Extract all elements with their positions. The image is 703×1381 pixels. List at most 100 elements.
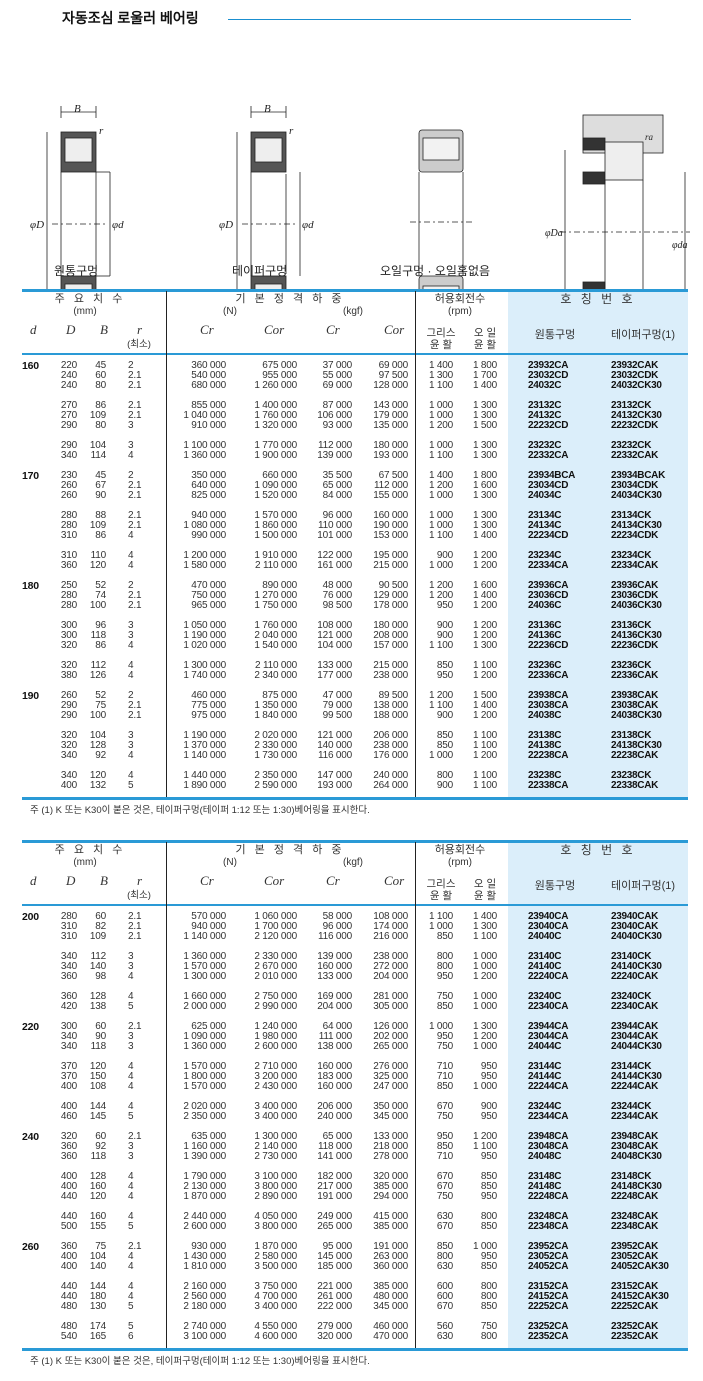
chamfer: 6 <box>128 1331 134 1342</box>
header-cr-n: Cr <box>200 322 214 337</box>
outer-diameter: 340 <box>60 1041 77 1052</box>
width: 126 <box>89 670 106 681</box>
designation-cylindrical: 23948CA <box>528 1131 569 1142</box>
header-dimensions-unit: (mm) <box>73 857 97 868</box>
width: 104 <box>89 1251 106 1262</box>
cor-n: 1 760 000 <box>254 620 297 631</box>
width: 144 <box>89 1281 106 1292</box>
cor-kgf: 238 000 <box>373 951 408 962</box>
speed-oil: 1 200 <box>472 1031 497 1042</box>
cor-kgf: 240 000 <box>373 770 408 781</box>
speed-oil: 950 <box>480 1251 497 1262</box>
cor-n: 2 340 000 <box>254 670 297 681</box>
cor-n: 2 040 000 <box>254 630 297 641</box>
designation-cylindrical: 22248CA <box>528 1191 569 1202</box>
header-cor-kgf: Cor <box>384 873 405 888</box>
speed-grease: 850 <box>436 931 453 942</box>
designation-tapered: 23132CK <box>611 400 652 411</box>
cor-n: 2 110 000 <box>255 660 297 671</box>
header-d: d <box>30 873 37 888</box>
chamfer: 4 <box>128 750 134 761</box>
speed-oil: 1 300 <box>472 510 497 521</box>
outer-diameter: 320 <box>60 640 77 651</box>
designation-cylindrical: 23144C <box>528 1061 562 1072</box>
cr-n: 1 360 000 <box>183 951 226 962</box>
cor-kgf: 180 000 <box>373 440 408 451</box>
oil-hole-figure <box>410 129 472 290</box>
cor-n: 3 200 000 <box>254 1071 297 1082</box>
cr-n: 965 000 <box>191 600 226 611</box>
speed-oil: 1 400 <box>472 380 497 391</box>
cr-kgf: 139 000 <box>317 951 352 962</box>
bore-diameter-d: 260 <box>22 1241 39 1253</box>
cr-n: 1 020 000 <box>183 640 226 651</box>
chamfer: 2.1 <box>128 380 142 391</box>
speed-oil: 1 300 <box>472 440 497 451</box>
width: 118 <box>90 1041 107 1052</box>
cr-n: 2 180 000 <box>183 1301 226 1312</box>
width: 109 <box>89 520 106 531</box>
chamfer: 4 <box>128 1181 134 1192</box>
cor-kgf: 238 000 <box>373 740 408 751</box>
outer-diameter: 240 <box>60 370 77 381</box>
speed-grease: 800 <box>436 770 453 781</box>
cr-n: 1 090 000 <box>183 1031 226 1042</box>
designation-cylindrical: 23140C <box>528 951 562 962</box>
header-designation: 호 칭 번 호 <box>560 843 636 857</box>
cr-n: 1 360 000 <box>183 1041 226 1052</box>
header-speed-unit: (rpm) <box>448 857 472 868</box>
width: 108 <box>89 1081 106 1092</box>
outer-diameter: 240 <box>60 380 77 391</box>
header-cr-n: Cr <box>200 873 214 888</box>
speed-oil: 800 <box>480 1331 497 1342</box>
outer-diameter: 480 <box>60 1321 77 1332</box>
cor-kgf: 135 000 <box>373 420 408 431</box>
designation-tapered: 23948CAK <box>611 1131 659 1142</box>
cor-n: 1 090 000 <box>254 480 297 491</box>
speed-oil: 1 000 <box>472 1241 497 1252</box>
designation-cylindrical: 23936CA <box>528 580 569 591</box>
designation-tapered: 23036CDK <box>611 590 659 601</box>
header-B: B <box>100 873 108 888</box>
speed-grease: 670 <box>436 1181 453 1192</box>
chamfer: 2.1 <box>128 590 142 601</box>
chamfer: 2.1 <box>128 520 142 531</box>
cr-n: 825 000 <box>191 490 226 501</box>
header-load-ratings: 기 본 정 격 하 중 <box>235 844 345 856</box>
cr-n: 1 870 000 <box>183 1191 226 1202</box>
cor-n: 675 000 <box>262 360 297 371</box>
cr-n: 360 000 <box>191 360 226 371</box>
cr-kgf: 96 000 <box>322 921 353 932</box>
speed-grease: 850 <box>436 740 453 751</box>
chamfer: 3 <box>128 1151 134 1162</box>
bearing-figures: B r φD φd B r φD φd φDa φda ra <box>30 103 690 290</box>
cr-n: 1 080 000 <box>183 520 226 531</box>
width: 80 <box>95 380 106 391</box>
cor-kgf: 276 000 <box>373 1061 408 1072</box>
width: 60 <box>95 1131 106 1142</box>
outer-diameter: 220 <box>60 360 77 371</box>
speed-oil: 1 100 <box>472 1141 497 1152</box>
cr-kgf: 48 000 <box>322 580 353 591</box>
cr-n: 855 000 <box>191 400 226 411</box>
cr-kgf: 99 500 <box>322 710 353 721</box>
cr-kgf: 139 000 <box>317 450 352 461</box>
speed-oil: 1 600 <box>472 480 497 491</box>
chamfer: 4 <box>128 1191 134 1202</box>
cr-kgf: 140 000 <box>317 740 352 751</box>
cor-n: 1 270 000 <box>254 590 297 601</box>
cor-n: 1 540 000 <box>254 640 297 651</box>
cor-kgf: 360 000 <box>373 1261 408 1272</box>
cr-n: 540 000 <box>191 370 226 381</box>
speed-oil: 1 300 <box>472 520 497 531</box>
outer-diameter: 300 <box>60 1021 77 1032</box>
width: 120 <box>89 770 106 781</box>
designation-tapered: 24138CK30 <box>611 740 662 751</box>
speed-grease: 1 000 <box>428 520 453 531</box>
speed-oil: 1 500 <box>472 420 497 431</box>
designation-tapered: 22234CDK <box>611 530 659 541</box>
designation-tapered: 23936CAK <box>611 580 659 591</box>
designation-cylindrical: 24036C <box>528 600 562 611</box>
speed-oil: 1 400 <box>472 590 497 601</box>
symbol-r: r <box>99 125 104 137</box>
